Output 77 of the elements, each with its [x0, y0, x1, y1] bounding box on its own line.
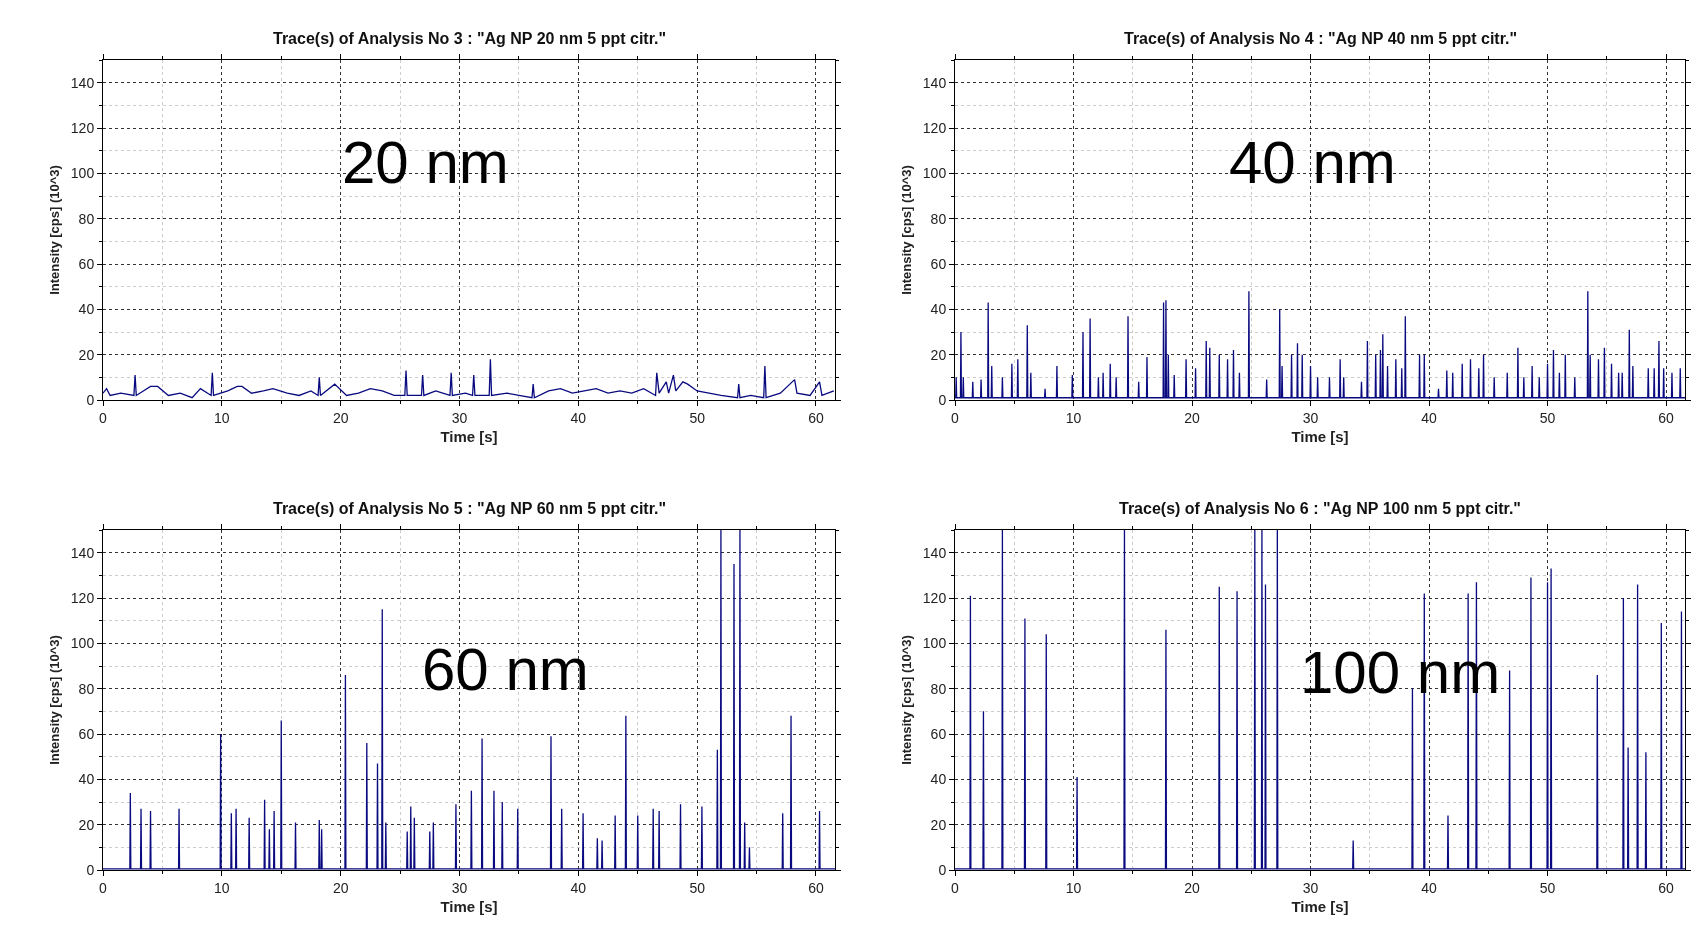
y-tick-label: 60 — [78, 255, 95, 272]
y-axis-title: Intensity [cps] (10^3) — [46, 635, 62, 765]
y-tick-label: 20 — [930, 816, 947, 833]
x-tick-label: 10 — [214, 879, 230, 896]
x-tick-label: 60 — [1658, 409, 1675, 426]
x-tick-label: 50 — [689, 879, 706, 896]
x-tick-label: 60 — [808, 409, 824, 426]
y-tick-label: 40 — [78, 301, 95, 318]
y-tick-label: 100 — [922, 165, 947, 182]
y-tick-label: 80 — [930, 210, 947, 227]
y-tick-label: 60 — [78, 725, 95, 742]
x-tick-label: 50 — [1539, 879, 1556, 896]
x-axis-title: Time [s] — [1291, 427, 1349, 445]
x-tick-label: 0 — [99, 879, 108, 896]
y-tick-label: 60 — [930, 725, 947, 742]
x-tick-label: 50 — [1539, 409, 1556, 426]
x-axis-title: Time [s] — [440, 897, 498, 915]
x-tick-label: 30 — [451, 879, 468, 896]
y-tick-label: 0 — [86, 861, 95, 878]
y-tick-label: 120 — [70, 589, 95, 606]
annotation: 20 nm — [342, 129, 509, 196]
x-tick-label: 40 — [570, 879, 587, 896]
y-tick-label: 40 — [930, 301, 947, 318]
chart-title: Trace(s) of Analysis No 4 : "Ag NP 40 nm 5 ppt citr." — [1124, 30, 1518, 47]
x-tick-label: 10 — [1065, 879, 1082, 896]
y-tick-label: 80 — [78, 680, 95, 697]
y-tick-label: 140 — [922, 74, 947, 91]
y-tick-label: 0 — [86, 391, 95, 408]
x-tick-label: 20 — [1184, 879, 1201, 896]
y-axis-title: Intensity [cps] (10^3) — [46, 165, 62, 295]
x-tick-label: 20 — [1184, 409, 1201, 426]
y-tick-label: 0 — [938, 861, 947, 878]
line-series — [955, 290, 1685, 399]
y-axis-title: Intensity [cps] (10^3) — [898, 635, 914, 765]
y-tick-label: 140 — [70, 74, 95, 91]
x-tick-label: 0 — [99, 409, 108, 426]
x-tick-label: 50 — [689, 409, 706, 426]
y-tick-label: 80 — [930, 680, 947, 697]
chart-title: Trace(s) of Analysis No 5 : "Ag NP 60 nm 5 ppt citr." — [273, 500, 667, 517]
y-tick-label: 40 — [930, 771, 947, 788]
y-tick-label: 100 — [922, 635, 947, 652]
y-tick-label: 120 — [922, 589, 947, 606]
y-tick-label: 120 — [922, 119, 947, 136]
y-tick-label: 20 — [78, 816, 95, 833]
x-tick-label: 30 — [1302, 409, 1319, 426]
y-axis-title: Intensity [cps] (10^3) — [898, 165, 914, 295]
x-tick-label: 60 — [1658, 879, 1675, 896]
x-tick-label: 0 — [951, 879, 960, 896]
y-tick-label: 20 — [930, 346, 947, 363]
y-tick-label: 120 — [70, 119, 95, 136]
y-tick-label: 140 — [922, 544, 947, 561]
y-tick-label: 20 — [78, 346, 95, 363]
y-tick-label: 0 — [938, 391, 947, 408]
annotation: 60 nm — [422, 636, 589, 703]
y-tick-label: 100 — [70, 165, 95, 182]
x-tick-label: 10 — [1065, 409, 1082, 426]
x-axis-title: Time [s] — [440, 427, 498, 445]
x-axis-title: Time [s] — [1291, 897, 1349, 915]
x-tick-label: 30 — [1302, 879, 1319, 896]
line-series — [103, 358, 835, 399]
y-tick-label: 140 — [70, 544, 95, 561]
y-tick-label: 100 — [70, 635, 95, 652]
x-tick-label: 60 — [808, 879, 824, 896]
x-tick-label: 30 — [451, 409, 468, 426]
x-tick-label: 20 — [332, 409, 349, 426]
x-tick-label: 40 — [1421, 879, 1438, 896]
x-tick-label: 0 — [951, 409, 960, 426]
annotation: 40 nm — [1229, 129, 1396, 196]
chart-title: Trace(s) of Analysis No 3 : "Ag NP 20 nm 5 ppt citr." — [273, 30, 667, 47]
x-tick-label: 40 — [1421, 409, 1438, 426]
x-tick-label: 40 — [570, 409, 587, 426]
y-tick-label: 40 — [78, 771, 95, 788]
chart-title: Trace(s) of Analysis No 6 : "Ag NP 100 nm 5 ppt citr." — [1119, 500, 1521, 517]
y-tick-label: 80 — [78, 210, 95, 227]
y-tick-label: 60 — [930, 255, 947, 272]
x-tick-label: 10 — [214, 409, 230, 426]
x-tick-label: 20 — [332, 879, 349, 896]
